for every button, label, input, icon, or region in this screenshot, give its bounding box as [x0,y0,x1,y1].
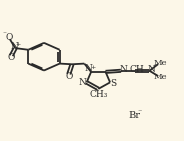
Text: S: S [110,79,116,88]
Text: +: + [90,65,95,70]
Text: O: O [7,53,15,62]
Text: Br: Br [129,111,141,120]
Text: N: N [148,65,155,74]
Text: CH: CH [130,65,145,74]
Text: +: + [15,42,21,47]
Text: O: O [65,72,72,81]
Text: Me: Me [154,73,167,81]
Text: N: N [85,64,93,73]
Text: N: N [10,42,18,51]
Text: N: N [78,78,86,87]
Text: Me: Me [154,59,167,67]
Text: N: N [119,65,127,74]
Text: CH₃: CH₃ [89,90,107,99]
Text: O: O [5,33,13,42]
Text: ⁻: ⁻ [137,110,142,118]
Text: ⁻: ⁻ [3,31,7,39]
